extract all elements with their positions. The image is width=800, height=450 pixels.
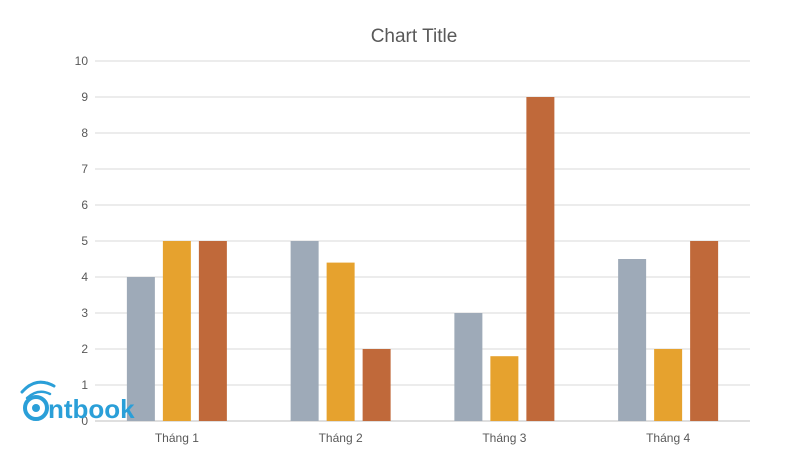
bar-series1-1 xyxy=(126,277,155,421)
bar-series2-3 xyxy=(490,356,519,421)
watermark-logo: ntbook xyxy=(20,380,135,424)
x-tick-label: Tháng 1 xyxy=(155,431,199,445)
y-tick-label: 9 xyxy=(81,90,88,104)
gridlines xyxy=(95,60,750,422)
bar-series2-1 xyxy=(162,241,191,421)
bar-series1-4 xyxy=(618,259,647,421)
bar-series1-3 xyxy=(454,313,483,421)
x-tick-label: Tháng 3 xyxy=(482,431,526,445)
y-axis-ticks: 0 1 2 3 4 5 6 7 8 9 10 xyxy=(75,54,89,428)
bar-series3-3 xyxy=(526,97,555,421)
y-tick-label: 0 xyxy=(81,414,88,428)
chart-title: Chart Title xyxy=(371,26,458,47)
y-tick-label: 3 xyxy=(81,306,88,320)
y-tick-label: 8 xyxy=(81,126,88,140)
x-axis-ticks: Tháng 1 Tháng 2 Tháng 3 Tháng 4 xyxy=(155,431,691,445)
y-tick-label: 2 xyxy=(81,342,88,356)
y-tick-label: 10 xyxy=(75,54,89,68)
bar-series3-1 xyxy=(198,241,227,421)
bar-series2-2 xyxy=(326,262,355,421)
y-tick-label: 7 xyxy=(81,162,88,176)
bar-series1-2 xyxy=(290,241,319,421)
bar-series3-4 xyxy=(690,241,719,421)
watermark-text: ntbook xyxy=(48,394,135,424)
y-tick-label: 1 xyxy=(81,378,88,392)
eye-logo-icon xyxy=(20,380,56,421)
y-tick-label: 4 xyxy=(81,270,88,284)
bar-series2-4 xyxy=(654,349,683,421)
x-tick-label: Tháng 2 xyxy=(319,431,363,445)
bar-series3-2 xyxy=(362,349,391,421)
bars xyxy=(126,97,719,421)
y-tick-label: 5 xyxy=(81,234,88,248)
x-tick-label: Tháng 4 xyxy=(646,431,690,445)
y-tick-label: 6 xyxy=(81,198,88,212)
